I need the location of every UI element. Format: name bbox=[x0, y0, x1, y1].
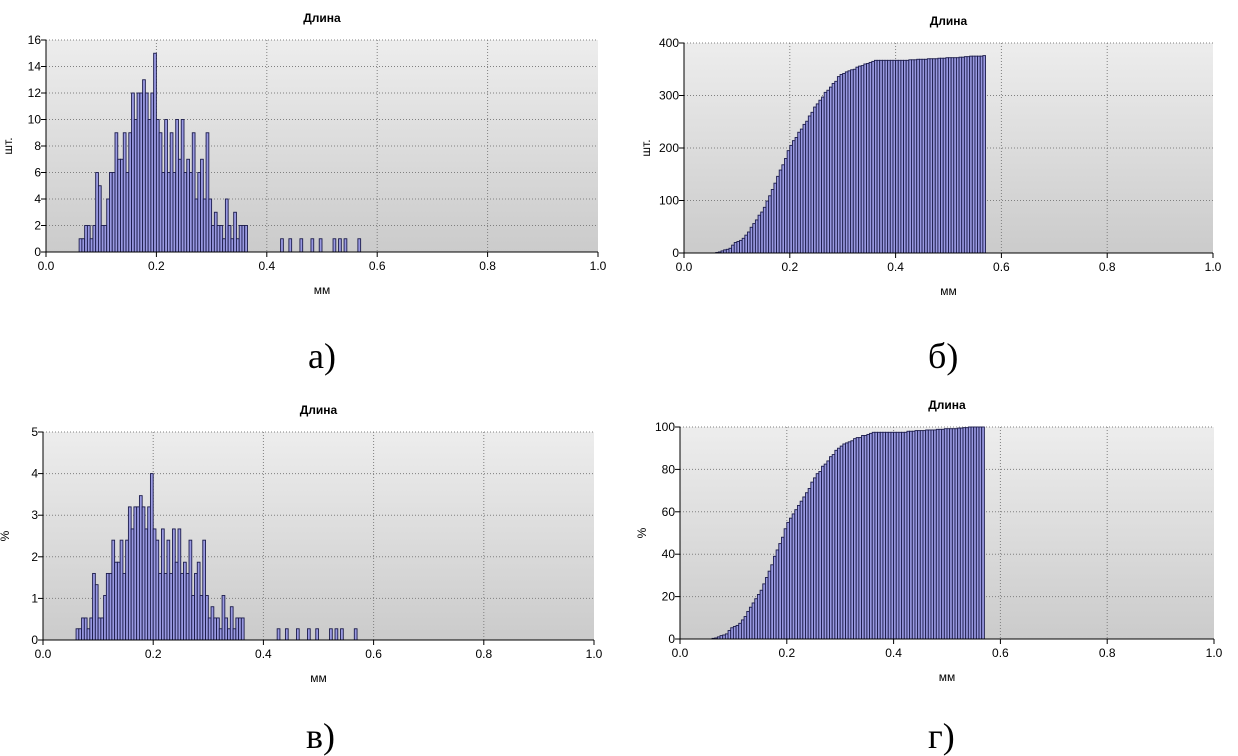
x-axis-label: мм bbox=[939, 670, 956, 684]
y-tick-label: 16 bbox=[28, 33, 42, 47]
histogram-bar bbox=[343, 238, 348, 253]
y-axis-label: % bbox=[635, 527, 649, 538]
histogram-bar bbox=[280, 238, 284, 253]
y-tick-label: 60 bbox=[662, 505, 676, 519]
chart-b: 0.0 0.2 0.4 0.6 0.8 1.0 0 100 200 300 400 Длина мм шт… bbox=[639, 14, 1222, 298]
histogram-bar bbox=[296, 628, 300, 641]
chart-title: Длина bbox=[930, 14, 968, 28]
histogram-bar bbox=[284, 628, 289, 641]
y-tick-label: 100 bbox=[659, 194, 679, 208]
chart-d: 0.0 0.2 0.4 0.6 0.8 1.0 0 20 40 60 80 100 Длина мм% bbox=[635, 398, 1223, 684]
y-tick-label: 4 bbox=[31, 467, 38, 481]
x-tick-label: 0.0 bbox=[38, 259, 55, 273]
y-tick-label: 1 bbox=[31, 591, 38, 605]
x-tick-label: 0.0 bbox=[676, 260, 693, 274]
y-tick-label: 12 bbox=[28, 86, 42, 100]
histogram-bar bbox=[357, 238, 362, 253]
x-tick-label: 0.6 bbox=[365, 647, 382, 661]
histogram-bar bbox=[353, 628, 358, 641]
x-tick-label: 1.0 bbox=[1206, 646, 1223, 660]
y-tick-label: 4 bbox=[34, 192, 41, 206]
histogram-bar bbox=[318, 238, 323, 253]
histogram-bar bbox=[307, 628, 311, 641]
x-tick-label: 0.2 bbox=[778, 646, 795, 660]
panel-label-b: б) bbox=[928, 336, 959, 376]
histogram-bar bbox=[315, 628, 319, 641]
chart-title: Длина bbox=[303, 11, 341, 25]
x-axis-label: мм bbox=[314, 283, 331, 297]
y-tick-label: 40 bbox=[662, 547, 676, 561]
x-tick-label: 1.0 bbox=[1205, 260, 1222, 274]
y-tick-label: 20 bbox=[662, 590, 676, 604]
histogram-bar bbox=[332, 238, 337, 253]
y-tick-label: 0 bbox=[668, 632, 675, 646]
histogram-bar bbox=[981, 426, 985, 640]
chart-a: 0.0 0.2 0.4 0.6 0.8 1.0 0 2 4 6 8 10 12 14 16 Длина мм шт… bbox=[1, 11, 607, 297]
y-tick-label: 200 bbox=[659, 141, 679, 155]
panel-label-a: а) bbox=[308, 336, 336, 376]
x-tick-label: 0.4 bbox=[258, 259, 275, 273]
y-tick-label: 14 bbox=[28, 60, 42, 74]
y-tick-label: 6 bbox=[34, 166, 41, 180]
chart-title: Длина bbox=[928, 398, 966, 412]
x-tick-label: 0.8 bbox=[479, 259, 496, 273]
y-tick-label: 0 bbox=[34, 245, 41, 259]
histogram-bar bbox=[276, 628, 281, 641]
x-tick-label: 0.2 bbox=[781, 260, 798, 274]
x-tick-label: 0.8 bbox=[1099, 646, 1116, 660]
histogram-bar bbox=[329, 628, 333, 641]
y-tick-label: 2 bbox=[31, 550, 38, 564]
y-tick-label: 300 bbox=[659, 89, 679, 103]
histogram-bar bbox=[338, 238, 342, 253]
x-tick-label: 0.0 bbox=[672, 646, 689, 660]
panel-label-c: в) bbox=[306, 716, 335, 756]
y-axis-label: % bbox=[0, 530, 12, 541]
y-tick-label: 0 bbox=[31, 633, 38, 647]
x-tick-label: 0.6 bbox=[992, 646, 1009, 660]
x-tick-label: 0.6 bbox=[993, 260, 1010, 274]
y-tick-label: 8 bbox=[34, 139, 41, 153]
y-tick-label: 0 bbox=[672, 246, 679, 260]
y-axis-label: шт. bbox=[1, 137, 15, 154]
y-tick-label: 5 bbox=[31, 425, 38, 439]
x-tick-label: 0.8 bbox=[1099, 260, 1116, 274]
x-tick-label: 0.2 bbox=[148, 259, 165, 273]
x-axis-label: мм bbox=[940, 284, 957, 298]
y-tick-label: 10 bbox=[28, 113, 42, 127]
x-tick-label: 0.2 bbox=[145, 647, 162, 661]
histogram-bar bbox=[288, 238, 293, 253]
chart-c: 0.0 0.2 0.4 0.6 0.8 1.0 0 1 2 3 4 5 Длина мм% bbox=[0, 403, 603, 685]
histogram-bar bbox=[982, 55, 986, 254]
y-axis-label: шт. bbox=[639, 139, 653, 156]
chart-title: Длина bbox=[300, 403, 338, 417]
x-tick-label: 1.0 bbox=[590, 259, 607, 273]
x-tick-label: 0.4 bbox=[885, 646, 902, 660]
histogram-bar bbox=[334, 628, 339, 641]
y-tick-label: 80 bbox=[662, 462, 676, 476]
x-tick-label: 0.4 bbox=[887, 260, 904, 274]
y-tick-label: 100 bbox=[655, 420, 675, 434]
x-tick-label: 0.4 bbox=[255, 647, 272, 661]
histogram-bar bbox=[310, 238, 315, 253]
histogram-bar bbox=[340, 628, 344, 641]
histogram-bar bbox=[240, 617, 245, 641]
x-tick-label: 1.0 bbox=[586, 647, 603, 661]
y-tick-label: 2 bbox=[34, 219, 41, 233]
y-tick-label: 400 bbox=[659, 36, 679, 50]
panel-label-d: г) bbox=[928, 716, 955, 756]
x-tick-label: 0.8 bbox=[475, 647, 492, 661]
y-tick-label: 3 bbox=[31, 508, 38, 522]
x-tick-label: 0.6 bbox=[369, 259, 386, 273]
x-axis-label: мм bbox=[310, 671, 327, 685]
histogram-bar bbox=[299, 238, 304, 253]
histogram-bar bbox=[244, 225, 248, 253]
x-tick-label: 0.0 bbox=[35, 647, 52, 661]
